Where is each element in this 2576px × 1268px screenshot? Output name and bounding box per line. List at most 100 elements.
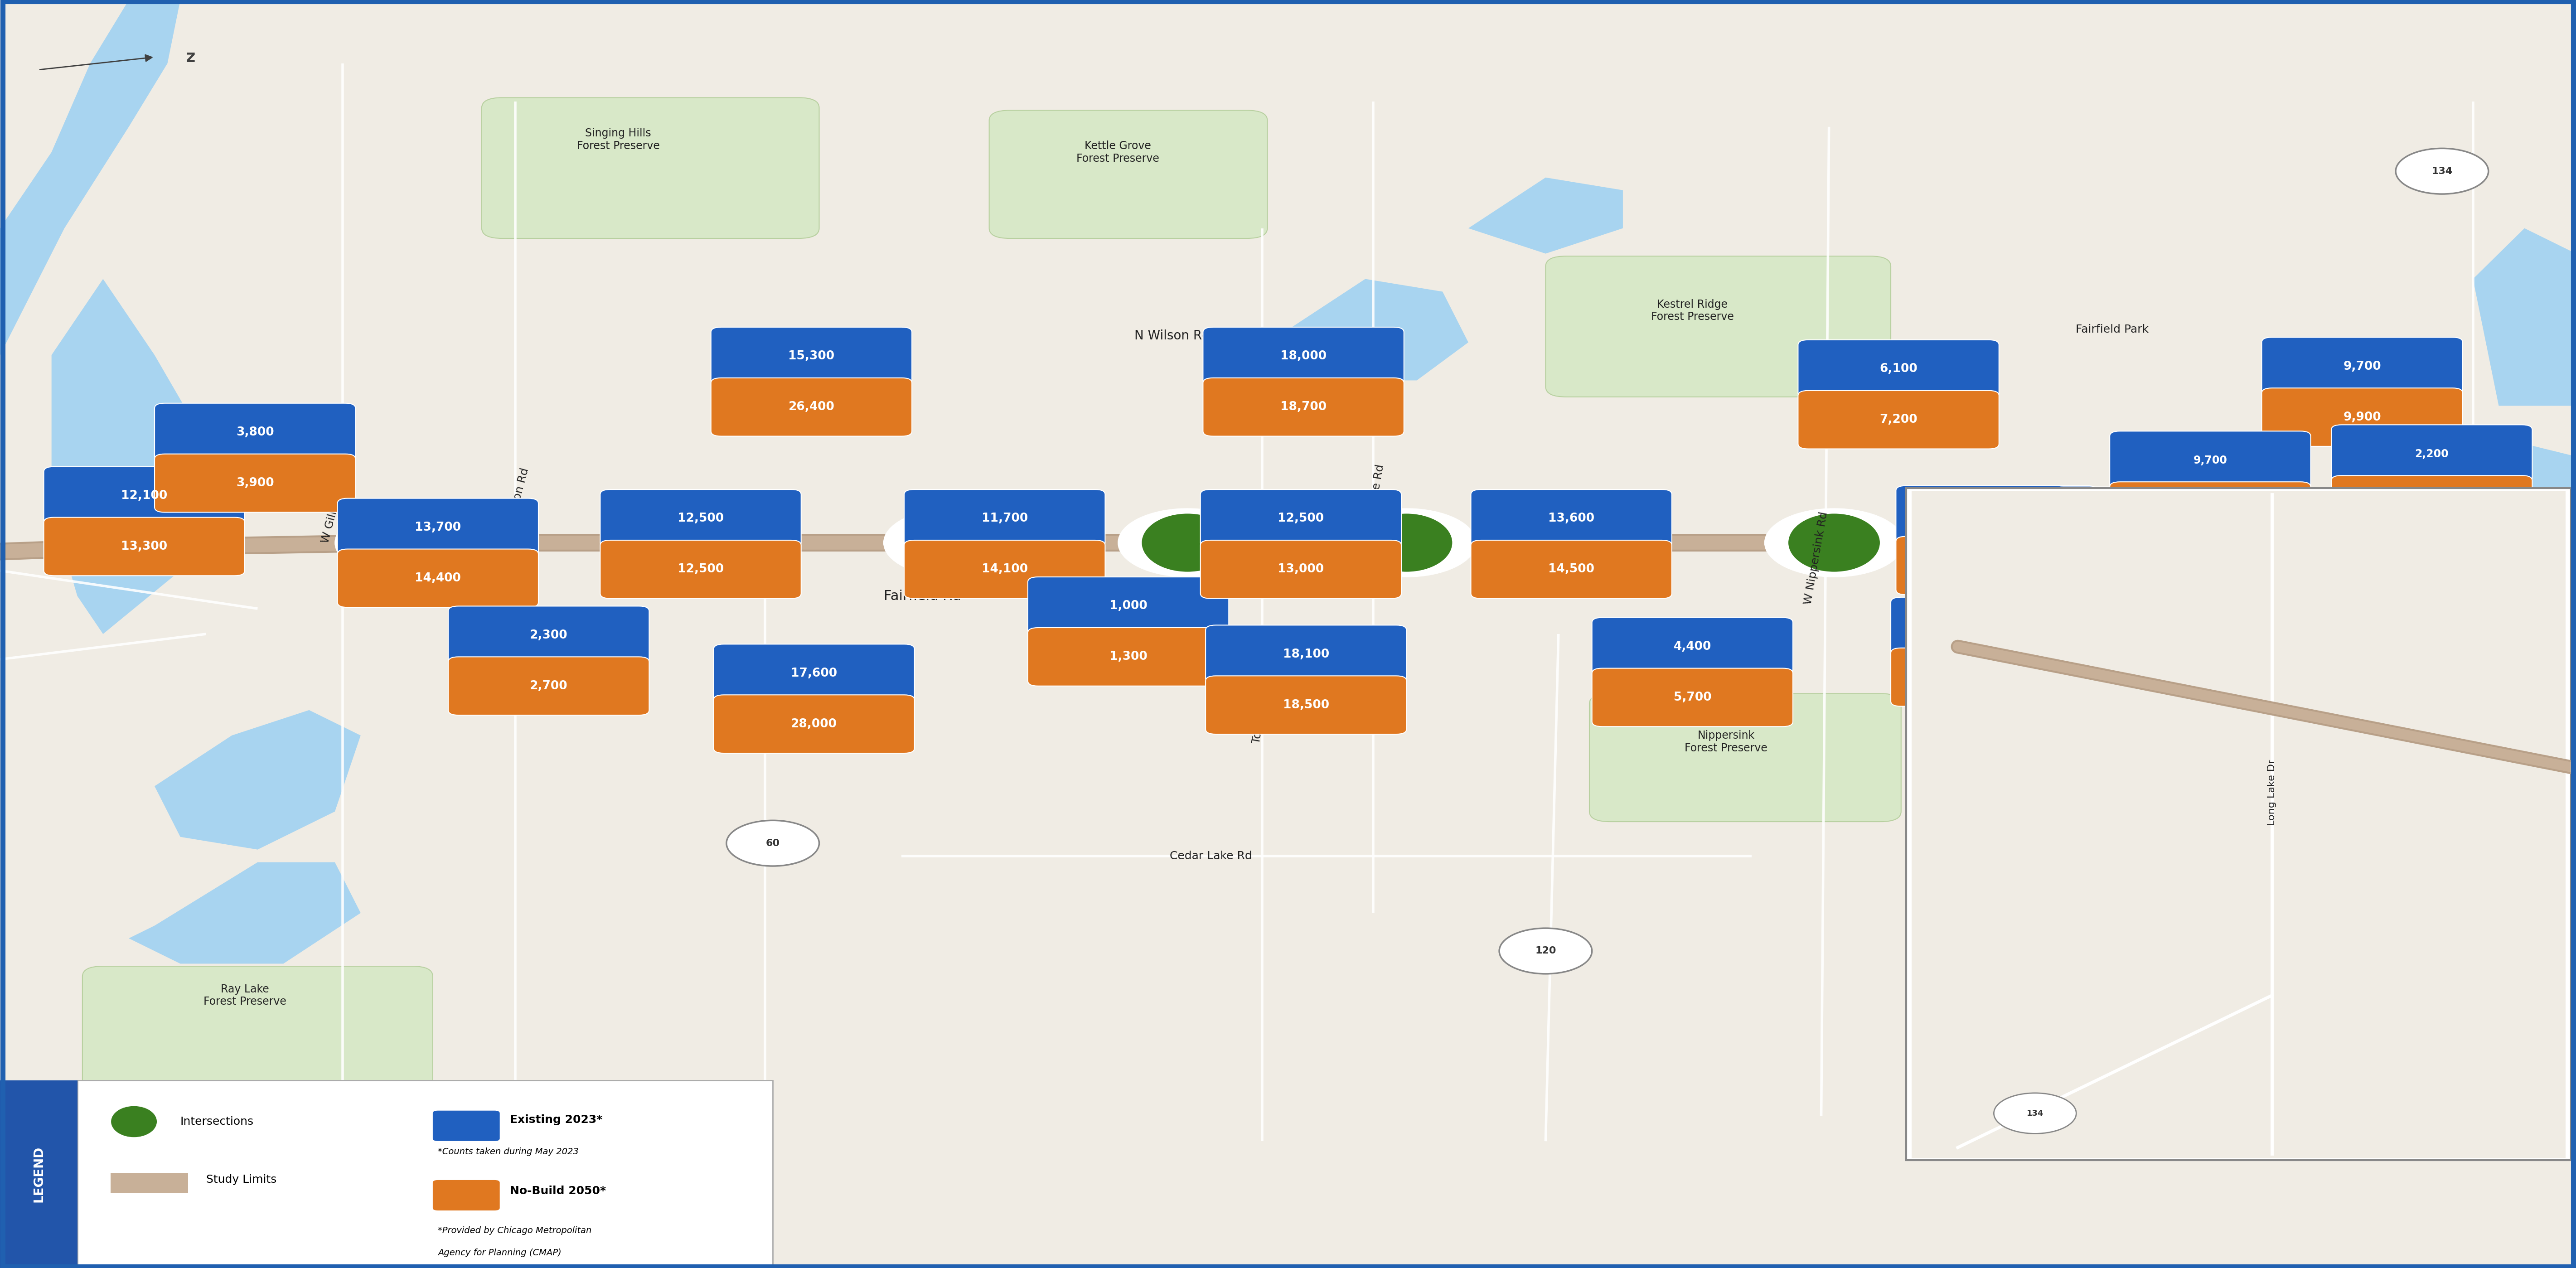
- Text: 4,400: 4,400: [1674, 640, 1710, 653]
- FancyBboxPatch shape: [1592, 618, 1793, 676]
- Circle shape: [1994, 1093, 2076, 1134]
- Text: 11,700: 11,700: [981, 512, 1028, 525]
- Circle shape: [335, 508, 474, 577]
- Text: Ray Lake
Forest Preserve: Ray Lake Forest Preserve: [204, 984, 286, 1007]
- FancyBboxPatch shape: [1028, 577, 1229, 635]
- FancyBboxPatch shape: [1968, 735, 2169, 794]
- Ellipse shape: [1788, 514, 1880, 572]
- FancyBboxPatch shape: [1206, 676, 1406, 734]
- FancyBboxPatch shape: [904, 540, 1105, 598]
- Ellipse shape: [2318, 514, 2411, 572]
- Text: 13,600: 13,600: [1548, 512, 1595, 525]
- Ellipse shape: [644, 514, 737, 572]
- Text: 14,600: 14,600: [2445, 579, 2486, 590]
- FancyBboxPatch shape: [600, 540, 801, 598]
- FancyBboxPatch shape: [448, 657, 649, 715]
- FancyBboxPatch shape: [1798, 340, 1999, 398]
- FancyBboxPatch shape: [77, 1080, 773, 1268]
- Text: Townline Rd: Townline Rd: [1252, 676, 1273, 744]
- Circle shape: [1499, 928, 1592, 974]
- Ellipse shape: [2391, 683, 2473, 737]
- Text: 1,000: 1,000: [1110, 600, 1146, 612]
- FancyBboxPatch shape: [2161, 600, 2362, 658]
- Text: W Belvidere Rd: W Belvidere Rd: [1360, 463, 1386, 552]
- Text: 60: 60: [765, 838, 781, 848]
- Text: 2,700: 2,700: [531, 680, 567, 692]
- Text: 18,100: 18,100: [1283, 648, 1329, 661]
- Text: 2,200: 2,200: [2414, 449, 2450, 459]
- FancyBboxPatch shape: [904, 489, 1105, 548]
- Circle shape: [2370, 680, 2494, 741]
- FancyBboxPatch shape: [711, 327, 912, 385]
- Circle shape: [1337, 508, 1476, 577]
- Text: 3,800: 3,800: [237, 426, 273, 439]
- FancyBboxPatch shape: [714, 695, 914, 753]
- Text: 9,900: 9,900: [2192, 506, 2228, 516]
- Text: *Counts taken during May 2023: *Counts taken during May 2023: [438, 1148, 580, 1156]
- Text: 10,000: 10,000: [2048, 810, 2089, 820]
- FancyBboxPatch shape: [1592, 668, 1793, 727]
- Text: 3,900: 3,900: [237, 477, 273, 489]
- Text: 10,000: 10,000: [2159, 671, 2205, 683]
- Polygon shape: [1468, 178, 1623, 254]
- FancyBboxPatch shape: [0, 1080, 77, 1268]
- FancyBboxPatch shape: [2262, 337, 2463, 396]
- Ellipse shape: [111, 1106, 157, 1137]
- FancyBboxPatch shape: [2053, 487, 2254, 545]
- Text: 6,100: 6,100: [1880, 363, 1917, 375]
- Text: Nippersink
Forest Preserve: Nippersink Forest Preserve: [1685, 730, 1767, 753]
- Polygon shape: [129, 862, 361, 964]
- FancyBboxPatch shape: [1891, 648, 2092, 706]
- Text: 2,700: 2,700: [2429, 760, 2465, 770]
- Text: Existing 2023*: Existing 2023*: [510, 1115, 603, 1125]
- Text: 10,000: 10,000: [2048, 760, 2089, 770]
- FancyBboxPatch shape: [1968, 786, 2169, 844]
- FancyBboxPatch shape: [111, 1173, 188, 1193]
- FancyBboxPatch shape: [1471, 540, 1672, 598]
- Circle shape: [2012, 508, 2151, 577]
- Text: 14,400: 14,400: [1973, 559, 2020, 572]
- FancyBboxPatch shape: [1028, 628, 1229, 686]
- FancyBboxPatch shape: [2081, 648, 2282, 706]
- Text: Cedar Lake Rd: Cedar Lake Rd: [1170, 851, 1252, 861]
- FancyBboxPatch shape: [1203, 378, 1404, 436]
- Text: 9,900: 9,900: [2344, 411, 2380, 424]
- FancyBboxPatch shape: [2331, 425, 2532, 483]
- Text: 12,400: 12,400: [2130, 560, 2177, 573]
- FancyBboxPatch shape: [711, 378, 912, 436]
- Text: Fairfield Park: Fairfield Park: [2076, 325, 2148, 335]
- Text: 2,300: 2,300: [531, 629, 567, 642]
- Text: 13,000: 13,000: [1278, 563, 1324, 576]
- Text: 18,000: 18,000: [1280, 350, 1327, 363]
- FancyBboxPatch shape: [482, 98, 819, 238]
- FancyBboxPatch shape: [600, 489, 801, 548]
- FancyBboxPatch shape: [44, 467, 245, 525]
- FancyBboxPatch shape: [337, 498, 538, 557]
- Text: Kestrel Ridge
Forest Preserve: Kestrel Ridge Forest Preserve: [1651, 299, 1734, 322]
- Text: 14,500: 14,500: [1548, 563, 1595, 576]
- FancyBboxPatch shape: [1911, 491, 2566, 1158]
- FancyBboxPatch shape: [155, 403, 355, 462]
- Text: 12,100: 12,100: [121, 489, 167, 502]
- Text: No-Build 2050*: No-Build 2050*: [510, 1186, 605, 1197]
- Polygon shape: [1288, 279, 1468, 380]
- Text: Agency for Planning (CMAP): Agency for Planning (CMAP): [438, 1249, 562, 1258]
- Text: 12,500: 12,500: [677, 563, 724, 576]
- Text: 14,900: 14,900: [2241, 573, 2282, 583]
- Text: W Nippersink Rd: W Nippersink Rd: [1803, 511, 1829, 605]
- Text: 15,300: 15,300: [788, 350, 835, 363]
- Text: z: z: [185, 48, 196, 66]
- Circle shape: [1118, 508, 1257, 577]
- Text: 134: 134: [2432, 166, 2452, 176]
- FancyBboxPatch shape: [1471, 489, 1672, 548]
- FancyBboxPatch shape: [2347, 786, 2548, 844]
- Text: Intersections: Intersections: [180, 1116, 255, 1127]
- FancyBboxPatch shape: [714, 644, 914, 702]
- Circle shape: [2396, 148, 2488, 194]
- Text: 134: 134: [2027, 1110, 2043, 1117]
- FancyBboxPatch shape: [1200, 489, 1401, 548]
- FancyBboxPatch shape: [337, 549, 538, 607]
- Text: 1,300: 1,300: [1110, 650, 1146, 663]
- FancyBboxPatch shape: [2331, 476, 2532, 534]
- FancyBboxPatch shape: [82, 966, 433, 1101]
